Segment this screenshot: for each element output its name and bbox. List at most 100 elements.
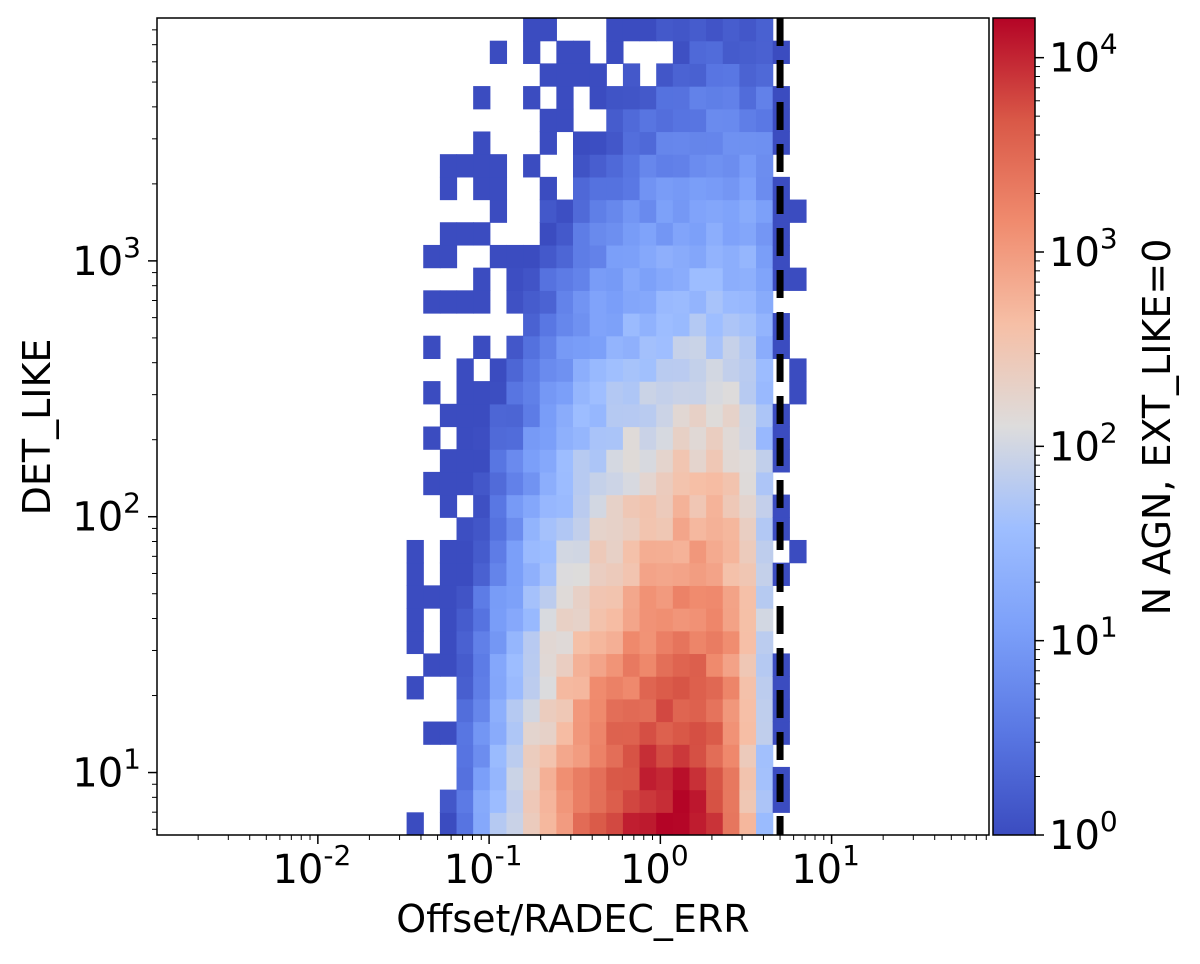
heatmap-cell xyxy=(739,403,757,428)
heatmap-cell xyxy=(672,630,691,655)
heatmap-cell xyxy=(706,449,724,473)
heatmap-cell xyxy=(622,267,641,291)
heatmap-cell xyxy=(722,176,740,201)
heatmap-cell xyxy=(539,18,557,42)
heatmap-cell xyxy=(506,335,524,360)
heatmap-cell xyxy=(473,335,491,360)
heatmap-cell xyxy=(672,40,691,64)
heatmap-cell xyxy=(722,539,740,564)
heatmap-cell xyxy=(722,313,740,337)
heatmap-cell xyxy=(656,449,674,473)
heatmap-cell xyxy=(539,108,557,133)
heatmap-cell xyxy=(639,471,657,496)
heatmap-cell xyxy=(523,608,541,632)
heatmap-cell xyxy=(473,766,491,791)
heatmap-cell xyxy=(739,358,757,382)
heatmap-cell xyxy=(739,608,757,632)
heatmap-cell xyxy=(589,744,607,768)
heatmap-cell xyxy=(556,290,574,314)
heatmap-cell xyxy=(706,403,724,428)
heatmap-cell xyxy=(473,585,491,609)
heatmap-cell xyxy=(622,176,641,201)
heatmap-cell xyxy=(473,539,491,564)
heatmap-cell xyxy=(706,676,724,700)
heatmap-cell xyxy=(739,267,757,291)
heatmap-cell xyxy=(573,335,591,360)
x-tick-label: 100 xyxy=(620,839,689,893)
heatmap-cell xyxy=(589,358,607,382)
heatmap-cell xyxy=(456,766,474,791)
heatmap-cell xyxy=(423,721,441,745)
heatmap-cell xyxy=(606,381,624,405)
heatmap-cell xyxy=(473,653,491,677)
heatmap-cell xyxy=(622,358,641,382)
heatmap-cell xyxy=(523,86,541,110)
heatmap-cell xyxy=(739,471,757,496)
heatmap-cell xyxy=(739,86,757,110)
heatmap-cell xyxy=(672,608,691,632)
heatmap-cell xyxy=(739,63,757,87)
heatmap-cell xyxy=(722,789,740,813)
heatmap-cell xyxy=(689,721,707,745)
heatmap-cell xyxy=(722,403,740,428)
heatmap-cell xyxy=(639,131,657,155)
heatmap-cell xyxy=(722,562,740,586)
heatmap-cell xyxy=(706,766,724,791)
heatmap-cell xyxy=(639,108,657,133)
heatmap-cell xyxy=(456,744,474,768)
heatmap-cell xyxy=(689,222,707,246)
heatmap-cell xyxy=(656,313,674,337)
heatmap-cell xyxy=(556,426,574,450)
heatmap-cell xyxy=(639,18,657,42)
heatmap-cell xyxy=(556,335,574,360)
heatmap-cell xyxy=(622,539,641,564)
heatmap-cell xyxy=(589,63,607,87)
heatmap-cell xyxy=(606,18,624,42)
heatmap-cell xyxy=(656,585,674,609)
heatmap-cell xyxy=(523,766,541,791)
heatmap-cell xyxy=(639,335,657,360)
heatmap-cell xyxy=(656,698,674,723)
heatmap-cell xyxy=(656,403,674,428)
heatmap-cell xyxy=(672,290,691,314)
heatmap-cell xyxy=(739,562,757,586)
heatmap-cell xyxy=(672,539,691,564)
heatmap-cell xyxy=(573,40,591,64)
heatmap-cell xyxy=(656,108,674,133)
heatmap-cell xyxy=(722,471,740,496)
heatmap-cell xyxy=(722,267,740,291)
heatmap-cell xyxy=(706,608,724,632)
heatmap-cell xyxy=(722,358,740,382)
heatmap-cell xyxy=(656,630,674,655)
colorbar xyxy=(992,17,1036,836)
heatmap-cell xyxy=(439,653,458,677)
heatmap-cell xyxy=(456,721,474,745)
heatmap-cell xyxy=(539,812,557,835)
heatmap-cell xyxy=(406,608,424,632)
heatmap-cell xyxy=(556,653,574,677)
heatmap-cell xyxy=(656,608,674,632)
heatmap-cell xyxy=(589,608,607,632)
heatmap-cell xyxy=(523,721,541,745)
heatmap-cell xyxy=(539,358,557,382)
heatmap-cell xyxy=(589,86,607,110)
heatmap-cell xyxy=(689,108,707,133)
heatmap-cell xyxy=(473,562,491,586)
heatmap-cell xyxy=(489,766,508,791)
heatmap-cell xyxy=(456,789,474,813)
heatmap-cell xyxy=(573,608,591,632)
heatmap-cell xyxy=(439,290,458,314)
heatmap-cell xyxy=(439,471,458,496)
heatmap-cell xyxy=(423,244,441,269)
heatmap-cell xyxy=(439,721,458,745)
heatmap-cell xyxy=(756,676,774,700)
heatmap-cell xyxy=(672,108,691,133)
heatmap-cell xyxy=(756,131,774,155)
heatmap-cell xyxy=(756,653,774,677)
heatmap-cell xyxy=(556,721,574,745)
heatmap-cell xyxy=(539,313,557,337)
heatmap-cell xyxy=(573,562,591,586)
heatmap-cell xyxy=(639,562,657,586)
heatmap-cell xyxy=(756,86,774,110)
